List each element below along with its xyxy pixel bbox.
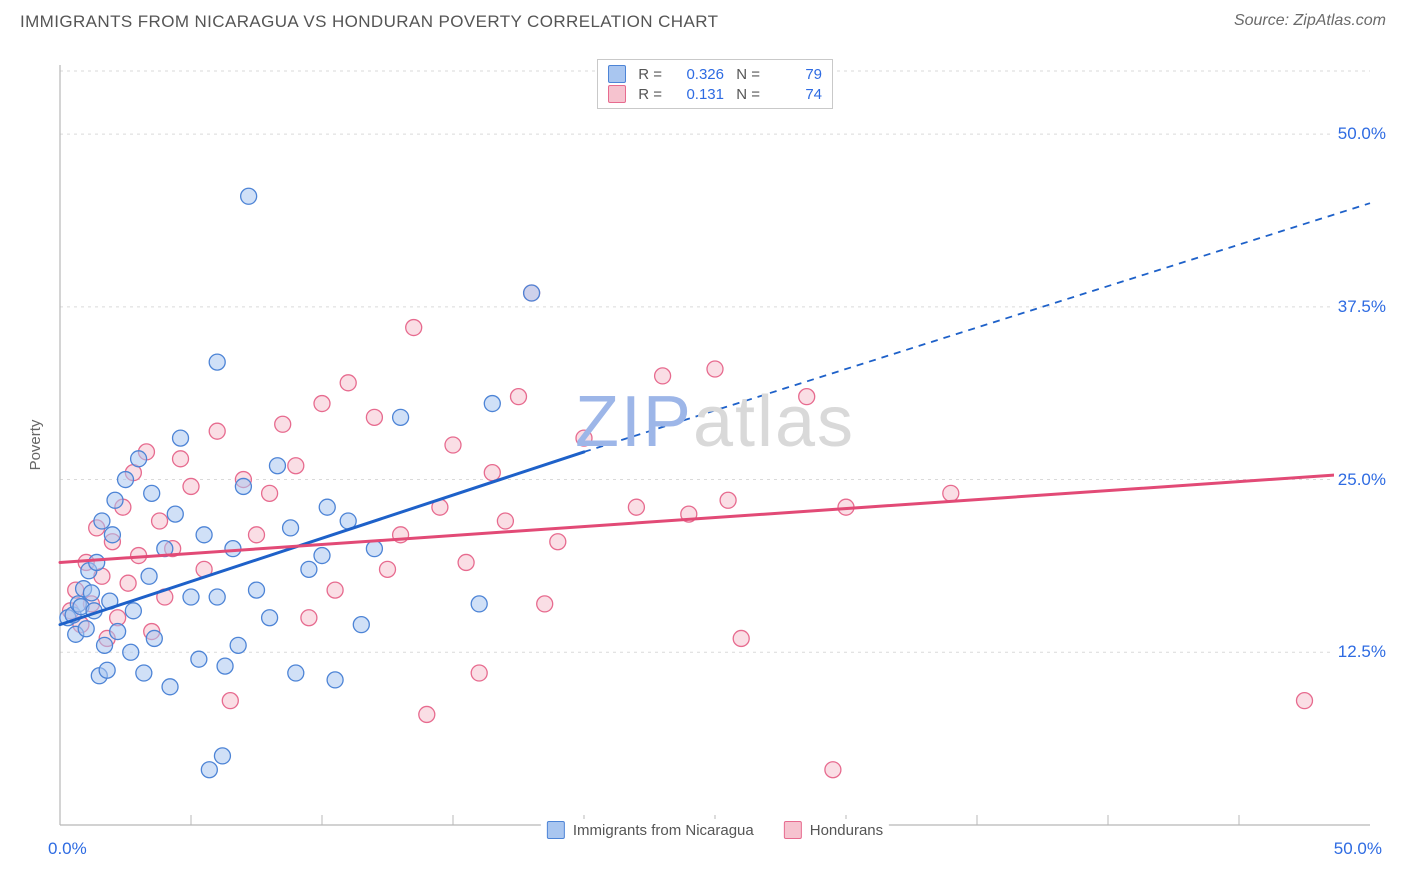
legend-swatch [784,821,802,839]
legend-stat-row: R =0.326N =79 [608,64,822,84]
y-tick-label: 12.5% [1334,642,1386,662]
y-tick-label: 25.0% [1334,470,1386,490]
legend-swatch [547,821,565,839]
legend-item: Immigrants from Nicaragua [547,821,754,839]
y-tick-label: 37.5% [1334,297,1386,317]
legend-item: Hondurans [784,821,883,839]
legend-stat-row: R =0.131N =74 [608,84,822,104]
x-axis-max-label: 50.0% [1334,839,1382,859]
source-label: Source: ZipAtlas.com [1234,12,1386,30]
legend-stats: R =0.326N =79R =0.131N =74 [597,59,833,109]
chart-title: IMMIGRANTS FROM NICARAGUA VS HONDURAN PO… [20,12,718,32]
y-tick-label: 50.0% [1334,124,1386,144]
legend-label: Hondurans [810,822,883,839]
legend-swatch [608,65,626,83]
scatter-chart [50,55,1380,835]
x-axis-origin-label: 0.0% [48,839,87,859]
legend-swatch [608,85,626,103]
plot-area: Poverty ZIPatlas R =0.326N =79R =0.131N … [50,55,1380,835]
legend-label: Immigrants from Nicaragua [573,822,754,839]
y-axis-label: Poverty [27,420,44,471]
legend-series: Immigrants from Nicaragua Hondurans [541,819,889,841]
